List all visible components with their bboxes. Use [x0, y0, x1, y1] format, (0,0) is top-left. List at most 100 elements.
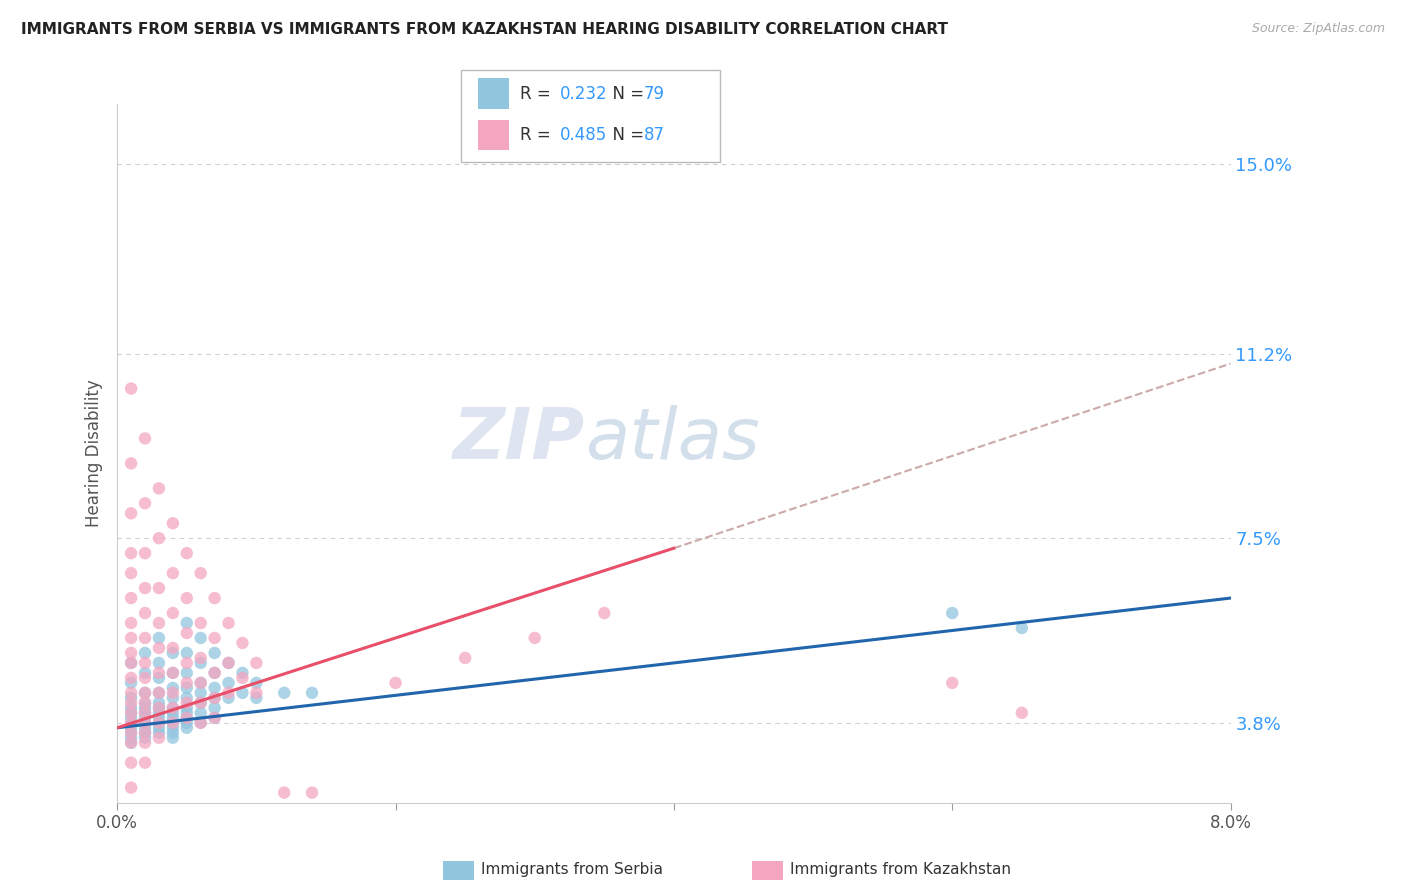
Point: [148, 665, 170, 680]
Point: [134, 606, 156, 620]
Point: [134, 706, 156, 720]
Point: [134, 696, 156, 710]
Point: [120, 591, 142, 605]
Point: [134, 721, 156, 735]
Point: [523, 631, 546, 645]
Point: [120, 711, 142, 725]
Point: [120, 725, 142, 739]
Point: [162, 721, 184, 735]
Point: [245, 686, 267, 700]
Point: [120, 706, 142, 720]
Point: [134, 671, 156, 685]
Point: [204, 591, 226, 605]
Point: [190, 715, 212, 730]
Point: [120, 506, 142, 520]
Point: [148, 631, 170, 645]
Point: [218, 690, 240, 705]
Point: [301, 686, 323, 700]
Point: [134, 581, 156, 595]
Point: [176, 615, 198, 630]
Point: [162, 701, 184, 715]
Point: [148, 615, 170, 630]
Point: [593, 606, 616, 620]
Point: [204, 665, 226, 680]
Point: [120, 631, 142, 645]
Text: Immigrants from Kazakhstan: Immigrants from Kazakhstan: [790, 863, 1011, 877]
Point: [190, 686, 212, 700]
Point: [148, 686, 170, 700]
Point: [190, 656, 212, 670]
Point: [120, 686, 142, 700]
Point: [218, 615, 240, 630]
Point: [176, 711, 198, 725]
Point: [176, 546, 198, 560]
Text: 87: 87: [644, 126, 665, 144]
Text: Source: ZipAtlas.com: Source: ZipAtlas.com: [1251, 22, 1385, 36]
Point: [204, 631, 226, 645]
Point: [190, 696, 212, 710]
Point: [176, 665, 198, 680]
Point: [148, 731, 170, 745]
Point: [148, 701, 170, 715]
Point: [162, 665, 184, 680]
Point: [148, 640, 170, 655]
Point: [162, 566, 184, 581]
Point: [176, 701, 198, 715]
Point: [134, 736, 156, 750]
Point: [162, 646, 184, 660]
Point: [148, 686, 170, 700]
Point: [162, 606, 184, 620]
Point: [148, 711, 170, 725]
Text: 79: 79: [644, 85, 665, 103]
Text: R =: R =: [520, 126, 557, 144]
Point: [218, 686, 240, 700]
Point: [120, 780, 142, 795]
Point: [176, 591, 198, 605]
Point: [120, 725, 142, 739]
Point: [134, 701, 156, 715]
Point: [162, 681, 184, 695]
Point: [120, 671, 142, 685]
Point: [120, 690, 142, 705]
Point: [148, 715, 170, 730]
Point: [148, 721, 170, 735]
Point: [120, 701, 142, 715]
Point: [134, 432, 156, 446]
Point: [176, 721, 198, 735]
Point: [120, 736, 142, 750]
Point: [134, 546, 156, 560]
Point: [120, 546, 142, 560]
Point: [120, 736, 142, 750]
Point: [454, 651, 477, 665]
Point: [120, 721, 142, 735]
Point: [134, 731, 156, 745]
Point: [176, 646, 198, 660]
Point: [162, 706, 184, 720]
Point: [148, 715, 170, 730]
Point: [148, 656, 170, 670]
Point: [273, 786, 295, 800]
Point: [134, 656, 156, 670]
Point: [162, 711, 184, 725]
Point: [204, 646, 226, 660]
Point: [120, 615, 142, 630]
Point: [190, 615, 212, 630]
Point: [176, 681, 198, 695]
Text: Immigrants from Serbia: Immigrants from Serbia: [481, 863, 662, 877]
Point: [148, 581, 170, 595]
Point: [162, 725, 184, 739]
Point: [204, 681, 226, 695]
Point: [190, 566, 212, 581]
Point: [190, 651, 212, 665]
Point: [162, 640, 184, 655]
Point: [1011, 621, 1033, 635]
Point: [162, 686, 184, 700]
Point: [190, 676, 212, 690]
Point: [134, 706, 156, 720]
Text: 0.485: 0.485: [560, 126, 607, 144]
Point: [120, 676, 142, 690]
Point: [176, 676, 198, 690]
Point: [134, 715, 156, 730]
Point: [176, 690, 198, 705]
Point: [162, 690, 184, 705]
